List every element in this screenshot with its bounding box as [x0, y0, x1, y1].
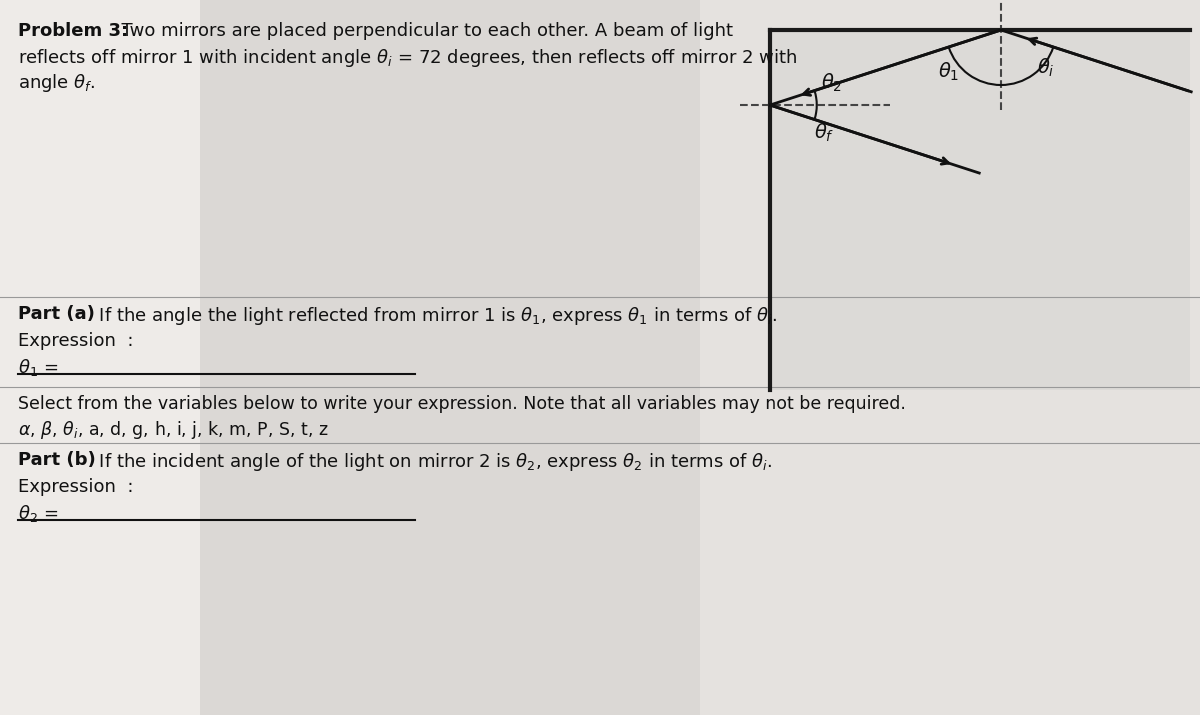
Text: $\theta_i$: $\theta_i$ — [1037, 57, 1055, 79]
Text: Part (a): Part (a) — [18, 305, 95, 323]
Text: $\alpha$, $\beta$, $\theta_i$, a, d, g, h, i, j, k, m, P, S, t, z: $\alpha$, $\beta$, $\theta_i$, a, d, g, … — [18, 419, 329, 441]
Text: $\theta_1$: $\theta_1$ — [938, 61, 960, 83]
Text: Select from the variables below to write your expression. Note that all variable: Select from the variables below to write… — [18, 395, 906, 413]
Text: $\theta_f$: $\theta_f$ — [814, 122, 834, 144]
Text: $\theta_2$: $\theta_2$ — [822, 72, 842, 94]
Text: Part (b): Part (b) — [18, 451, 96, 469]
Text: angle $\theta_f$.: angle $\theta_f$. — [18, 72, 95, 94]
Text: $\theta_2$ =: $\theta_2$ = — [18, 503, 59, 524]
Text: Expression  :: Expression : — [18, 332, 133, 350]
Bar — [700, 0, 1200, 715]
Text: reflects off mirror 1 with incident angle $\theta_i$ = 72 degrees, then reflects: reflects off mirror 1 with incident angl… — [18, 47, 797, 69]
Text: $\theta_1$ =: $\theta_1$ = — [18, 357, 59, 378]
Text: If the angle the light reflected from mirror 1 is $\theta_1$, express $\theta_1$: If the angle the light reflected from mi… — [94, 305, 778, 327]
Text: If the incident angle of the light on mirror 2 is $\theta_2$, express $\theta_2$: If the incident angle of the light on mi… — [94, 451, 773, 473]
Bar — [200, 0, 700, 715]
Text: Problem 3:: Problem 3: — [18, 22, 128, 40]
Bar — [770, 30, 1190, 390]
Text: Expression  :: Expression : — [18, 478, 133, 496]
Text: Two mirrors are placed perpendicular to each other. A beam of light: Two mirrors are placed perpendicular to … — [110, 22, 733, 40]
